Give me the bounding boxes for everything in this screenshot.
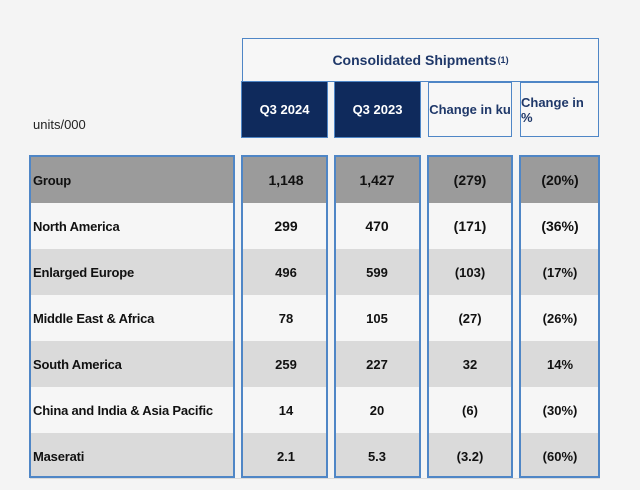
cell-q3-2023: 227: [366, 356, 388, 372]
column-header-q3-2024: Q3 2024: [241, 81, 328, 138]
table-row-group: Group 1,148 1,427 (279) (20%): [30, 157, 600, 203]
column-header-change-pct: Change in %: [520, 82, 599, 137]
units-label: units/000: [33, 117, 86, 132]
cell-q3-2024: 78: [278, 310, 294, 326]
table-row-maserati: Maserati 2.1 5.3 (3.2) (60%): [30, 433, 600, 479]
table-title-footnote: (1): [497, 55, 509, 65]
table-row-middle-east-africa: Middle East & Africa 78 105 (27) (26%): [30, 295, 600, 341]
row-label: Group: [33, 172, 71, 188]
cell-change-ku: (279): [453, 172, 487, 188]
cell-q3-2023: 105: [366, 310, 388, 326]
cell-change-ku: (103): [454, 264, 486, 280]
cell-change-pct: (26%): [542, 310, 578, 326]
table-row-north-america: North America 299 470 (171) (36%): [30, 203, 600, 249]
column-gap: [234, 155, 242, 478]
cell-change-ku: 32: [462, 356, 478, 372]
cell-change-pct: 14%: [546, 356, 574, 372]
row-label: China and India & Asia Pacific: [33, 402, 213, 418]
column-gap: [420, 155, 428, 478]
table-row-china-india-apac: China and India & Asia Pacific 14 20 (6)…: [30, 387, 600, 433]
cell-change-pct: (60%): [542, 448, 578, 464]
cell-q3-2024: 299: [274, 218, 298, 234]
cell-q3-2024: 1,148: [268, 172, 304, 188]
table-title: Consolidated Shipments (1): [242, 38, 599, 82]
cell-q3-2024: 2.1: [276, 448, 296, 464]
cell-q3-2023: 599: [366, 264, 388, 280]
column-gap: [512, 155, 520, 478]
row-label: Maserati: [33, 448, 85, 464]
cell-change-pct: (20%): [541, 172, 579, 188]
cell-q3-2024: 496: [275, 264, 297, 280]
cell-change-ku: (6): [462, 402, 478, 418]
cell-change-pct: (36%): [541, 218, 579, 234]
table-row-south-america: South America 259 227 32 14%: [30, 341, 600, 387]
cell-change-ku: (3.2): [456, 448, 484, 464]
column-header-change-ku: Change in ku: [428, 82, 512, 137]
cell-q3-2024: 259: [275, 356, 297, 372]
cell-q3-2023: 5.3: [367, 448, 387, 464]
table-title-text: Consolidated Shipments: [332, 52, 497, 68]
table-row-enlarged-europe: Enlarged Europe 496 599 (103) (17%): [30, 249, 600, 295]
row-label: Enlarged Europe: [33, 264, 135, 280]
row-label: Middle East & Africa: [33, 310, 155, 326]
cell-change-ku: (27): [458, 310, 482, 326]
column-header-q3-2023: Q3 2023: [334, 81, 421, 138]
cell-q3-2024: 14: [278, 402, 294, 418]
cell-change-pct: (30%): [542, 402, 578, 418]
cell-change-pct: (17%): [542, 264, 578, 280]
cell-q3-2023: 20: [369, 402, 385, 418]
cell-q3-2023: 470: [365, 218, 389, 234]
cell-q3-2023: 1,427: [359, 172, 395, 188]
row-label: North America: [33, 218, 120, 234]
column-gap: [327, 155, 335, 478]
cell-change-ku: (171): [453, 218, 487, 234]
row-label: South America: [33, 356, 122, 372]
